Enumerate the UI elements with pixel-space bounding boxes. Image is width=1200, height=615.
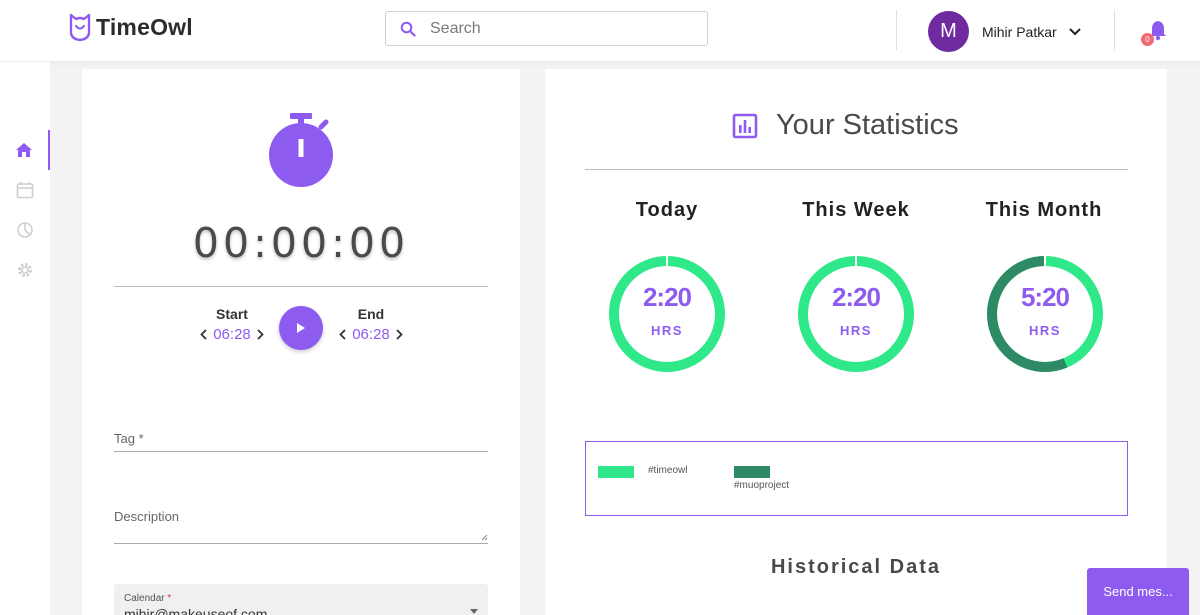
- dropdown-arrow-icon: [470, 609, 478, 614]
- search-box[interactable]: [385, 11, 708, 46]
- description-field[interactable]: [114, 543, 488, 544]
- week-value: 2:20 HRS: [831, 282, 881, 338]
- statistics-title: Your Statistics: [776, 109, 959, 141]
- timer-display: 00:00:00: [192, 219, 410, 267]
- sidebar-item-reports[interactable]: [0, 210, 50, 250]
- bar-chart-icon: [732, 113, 758, 138]
- send-message-button[interactable]: Send mes...: [1087, 568, 1189, 615]
- legend-label: #timeowl: [648, 465, 688, 476]
- pie-chart-icon: [17, 222, 33, 238]
- bell-icon[interactable]: [1148, 19, 1168, 41]
- sidebar-item-calendar[interactable]: [0, 170, 50, 210]
- search-input[interactable]: [430, 19, 680, 38]
- sidebar: [0, 62, 50, 615]
- tag-legend: #timeowl #muoproject: [585, 441, 1128, 516]
- week-column: This Week: [781, 199, 931, 222]
- legend-swatch: [598, 466, 634, 478]
- home-icon: [16, 143, 32, 157]
- start-time-value[interactable]: 06:28: [213, 326, 251, 343]
- month-ring: [987, 256, 1103, 372]
- chevron-right-icon[interactable]: [257, 329, 264, 340]
- statistics-panel: Your Statistics Today This Week This Mon…: [545, 69, 1167, 615]
- today-label: Today: [635, 199, 699, 221]
- chevron-right-icon[interactable]: [396, 329, 403, 340]
- chevron-left-icon[interactable]: [339, 329, 346, 340]
- chevron-down-icon[interactable]: [1068, 27, 1081, 36]
- user-menu[interactable]: M Mihir Patkar: [928, 11, 1081, 52]
- timer-panel: 00:00:00 Start 06:28 End 06:28 Tag * Des…: [82, 69, 520, 615]
- app-logo[interactable]: TimeOwl: [68, 12, 193, 42]
- chevron-left-icon[interactable]: [200, 329, 207, 340]
- calendar-label: Calendar *: [124, 593, 172, 604]
- end-time-control: End 06:28: [334, 306, 408, 343]
- calendar-select[interactable]: Calendar * mihir@makeuseof.com: [114, 584, 488, 615]
- legend-label: #muoproject: [734, 480, 790, 491]
- play-button[interactable]: [279, 306, 323, 350]
- today-ring: [609, 256, 725, 372]
- top-header: TimeOwl M Mihir Patkar 0: [0, 0, 1200, 62]
- start-time-control: Start 06:28: [195, 306, 269, 343]
- statistics-heading: Your Statistics: [732, 109, 959, 142]
- today-column: Today: [592, 199, 742, 222]
- user-name[interactable]: Mihir Patkar: [982, 23, 1057, 40]
- notification-badge: 0: [1141, 33, 1154, 46]
- description-field-label[interactable]: Description: [114, 509, 180, 524]
- calendar-icon: [16, 182, 34, 199]
- sidebar-item-home[interactable]: [0, 130, 50, 170]
- play-icon: [297, 323, 305, 333]
- today-value: 2:20 HRS: [642, 282, 692, 338]
- tag-field[interactable]: [114, 451, 488, 452]
- stopwatch-icon: [269, 113, 333, 187]
- end-label: End: [357, 306, 385, 322]
- start-label: Start: [216, 306, 248, 322]
- search-icon: [400, 21, 416, 37]
- end-time-value[interactable]: 06:28: [352, 326, 390, 343]
- avatar[interactable]: M: [928, 11, 969, 52]
- header-divider: [1114, 10, 1115, 50]
- month-column: This Month: [969, 199, 1119, 222]
- calendar-value: mihir@makeuseof.com: [124, 606, 268, 615]
- historical-data-title: Historical Data: [770, 556, 942, 578]
- timer-divider: [114, 286, 488, 287]
- resize-handle-icon[interactable]: [481, 534, 488, 541]
- owl-logo-icon: [69, 13, 91, 42]
- statistics-divider: [585, 169, 1128, 170]
- month-value: 5:20 HRS: [1020, 282, 1070, 338]
- week-ring: [798, 256, 914, 372]
- sidebar-item-settings[interactable]: [0, 250, 50, 290]
- week-label: This Week: [802, 199, 910, 221]
- month-label: This Month: [985, 199, 1103, 221]
- gear-icon: [18, 263, 32, 277]
- app-name: TimeOwl: [96, 13, 193, 40]
- tag-field-label[interactable]: Tag *: [114, 431, 144, 446]
- legend-swatch: [734, 466, 770, 478]
- header-divider: [896, 10, 897, 50]
